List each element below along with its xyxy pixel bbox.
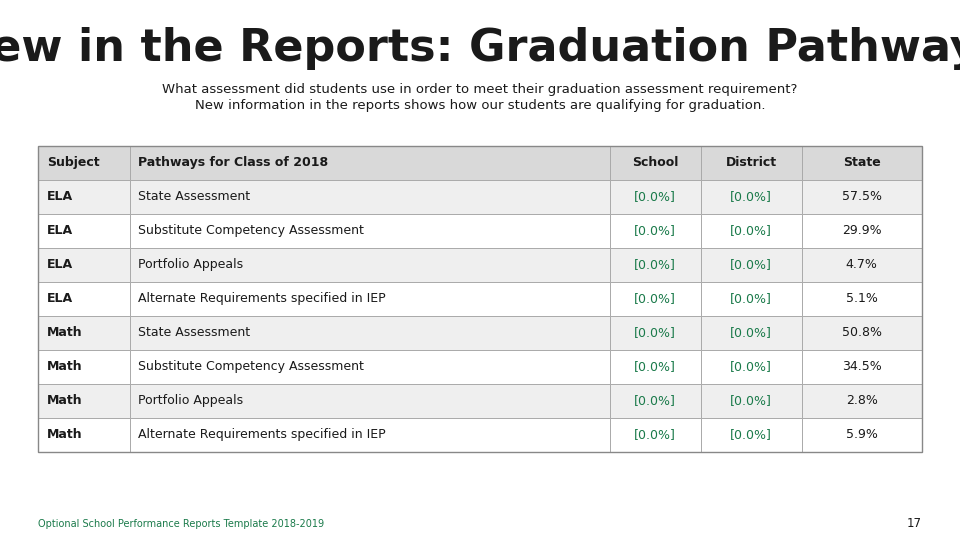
Bar — [38, 146, 922, 452]
Bar — [802, 350, 922, 384]
Bar — [130, 146, 610, 180]
Bar — [38, 384, 130, 418]
Bar — [130, 350, 610, 384]
Text: ELA: ELA — [47, 292, 73, 306]
Bar — [38, 418, 130, 452]
Text: Alternate Requirements specified in IEP: Alternate Requirements specified in IEP — [138, 428, 386, 442]
Bar — [701, 248, 802, 282]
Bar — [802, 316, 922, 350]
Text: [0.0%]: [0.0%] — [635, 394, 676, 408]
Bar — [802, 248, 922, 282]
Bar — [130, 214, 610, 248]
Bar — [610, 316, 701, 350]
Text: ELA: ELA — [47, 190, 73, 204]
Text: ELA: ELA — [47, 224, 73, 238]
Text: 57.5%: 57.5% — [842, 190, 881, 204]
Bar — [802, 384, 922, 418]
Bar — [38, 248, 130, 282]
Bar — [130, 282, 610, 316]
Text: [0.0%]: [0.0%] — [635, 428, 676, 442]
Text: Substitute Competency Assessment: Substitute Competency Assessment — [138, 360, 364, 374]
Bar — [701, 316, 802, 350]
Text: Alternate Requirements specified in IEP: Alternate Requirements specified in IEP — [138, 292, 386, 306]
Text: [0.0%]: [0.0%] — [731, 190, 772, 204]
Bar — [38, 282, 130, 316]
Text: 29.9%: 29.9% — [842, 224, 881, 238]
Text: [0.0%]: [0.0%] — [635, 258, 676, 272]
Text: District: District — [726, 156, 777, 170]
Bar — [610, 350, 701, 384]
Text: Math: Math — [47, 360, 83, 374]
Text: [0.0%]: [0.0%] — [635, 326, 676, 340]
Bar — [701, 180, 802, 214]
Bar — [802, 180, 922, 214]
Text: What assessment did students use in order to meet their graduation assessment re: What assessment did students use in orde… — [162, 83, 798, 96]
Text: Substitute Competency Assessment: Substitute Competency Assessment — [138, 224, 364, 238]
Bar — [802, 418, 922, 452]
Text: [0.0%]: [0.0%] — [731, 428, 772, 442]
Text: 34.5%: 34.5% — [842, 360, 881, 374]
Bar — [701, 384, 802, 418]
Bar — [610, 384, 701, 418]
Bar — [610, 248, 701, 282]
Text: Math: Math — [47, 428, 83, 442]
Bar — [701, 350, 802, 384]
Bar — [610, 418, 701, 452]
Bar — [130, 418, 610, 452]
Text: ELA: ELA — [47, 258, 73, 272]
Bar — [130, 180, 610, 214]
Bar — [802, 146, 922, 180]
Text: [0.0%]: [0.0%] — [635, 190, 676, 204]
Text: New information in the reports shows how our students are qualifying for graduat: New information in the reports shows how… — [195, 99, 765, 112]
Bar — [130, 248, 610, 282]
Text: Math: Math — [47, 394, 83, 408]
Bar — [610, 282, 701, 316]
Text: [0.0%]: [0.0%] — [731, 326, 772, 340]
Text: 5.9%: 5.9% — [846, 428, 877, 442]
Text: Pathways for Class of 2018: Pathways for Class of 2018 — [138, 156, 328, 170]
Bar — [130, 316, 610, 350]
Bar — [701, 418, 802, 452]
Bar — [38, 214, 130, 248]
Bar — [38, 316, 130, 350]
Bar — [38, 350, 130, 384]
Text: Math: Math — [47, 326, 83, 340]
Bar — [802, 282, 922, 316]
Text: New in the Reports: Graduation Pathways: New in the Reports: Graduation Pathways — [0, 27, 960, 70]
Text: [0.0%]: [0.0%] — [731, 292, 772, 306]
Bar — [130, 384, 610, 418]
Bar — [38, 146, 130, 180]
Text: [0.0%]: [0.0%] — [731, 224, 772, 238]
Text: 5.1%: 5.1% — [846, 292, 877, 306]
Bar — [701, 214, 802, 248]
Text: Optional School Performance Reports Template 2018-2019: Optional School Performance Reports Temp… — [38, 519, 324, 529]
Bar — [701, 282, 802, 316]
Text: [0.0%]: [0.0%] — [635, 224, 676, 238]
Text: Portfolio Appeals: Portfolio Appeals — [138, 394, 244, 408]
Bar — [701, 146, 802, 180]
Text: 17: 17 — [906, 517, 922, 530]
Bar — [38, 180, 130, 214]
Text: State Assessment: State Assessment — [138, 326, 251, 340]
Text: [0.0%]: [0.0%] — [731, 394, 772, 408]
Text: [0.0%]: [0.0%] — [635, 360, 676, 374]
Bar — [610, 146, 701, 180]
Bar — [610, 214, 701, 248]
Bar — [610, 180, 701, 214]
Text: State Assessment: State Assessment — [138, 190, 251, 204]
Text: [0.0%]: [0.0%] — [731, 360, 772, 374]
Bar — [802, 214, 922, 248]
Text: School: School — [632, 156, 679, 170]
Text: 50.8%: 50.8% — [842, 326, 881, 340]
Text: Subject: Subject — [47, 156, 100, 170]
Text: Portfolio Appeals: Portfolio Appeals — [138, 258, 244, 272]
Text: [0.0%]: [0.0%] — [731, 258, 772, 272]
Text: 4.7%: 4.7% — [846, 258, 877, 272]
Text: 2.8%: 2.8% — [846, 394, 877, 408]
Text: State: State — [843, 156, 880, 170]
Text: [0.0%]: [0.0%] — [635, 292, 676, 306]
